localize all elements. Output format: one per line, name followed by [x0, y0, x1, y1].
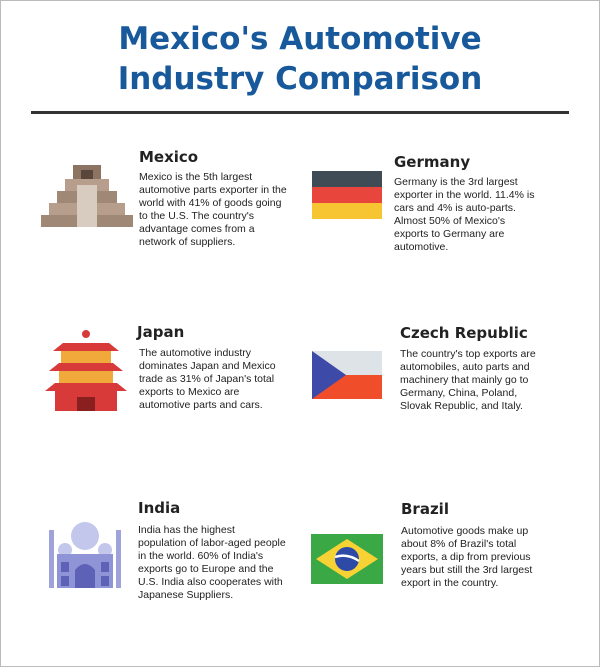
title-text: Mexico's Automotive Industry Comparison [117, 21, 483, 97]
country-name: Japan [137, 323, 185, 341]
title: Mexico's Automotive Industry Comparison [1, 19, 599, 99]
country-text: The automotive industry dominates Japan … [139, 347, 276, 411]
pyramid-icon [41, 165, 133, 227]
germany-flag [312, 171, 382, 219]
country-name: India [138, 499, 181, 517]
taj-mahal-icon [49, 522, 121, 588]
country-text: Automotive goods make up about 8% of Bra… [401, 525, 533, 589]
czech-flag [312, 351, 382, 399]
country-name: Czech Republic [400, 324, 528, 342]
country-text: India has the highest population of labo… [138, 524, 286, 601]
country-name: Brazil [401, 500, 449, 518]
country-text: Mexico is the 5th largest automotive par… [139, 171, 287, 248]
pagoda-icon [45, 330, 127, 411]
country-name: Germany [394, 153, 471, 171]
country-name: Mexico [139, 148, 199, 166]
divider [31, 111, 569, 114]
country-text: Germany is the 3rd largest exporter in t… [394, 176, 535, 253]
brazil-flag [311, 534, 383, 584]
country-text: The country's top exports are automobile… [400, 348, 536, 412]
